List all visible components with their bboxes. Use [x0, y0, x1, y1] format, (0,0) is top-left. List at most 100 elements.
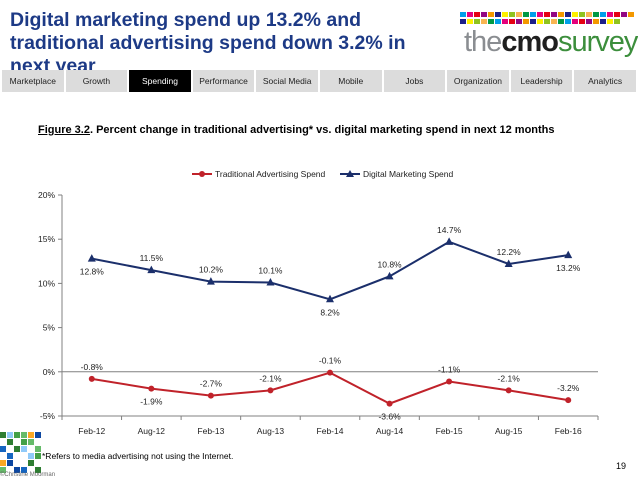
- tab-performance[interactable]: Performance: [192, 70, 255, 92]
- logo-grid-cell: [502, 12, 508, 17]
- mosaic-tile: [14, 467, 20, 473]
- logo-grid-cell: [614, 12, 620, 17]
- logo-grid-cell: [530, 18, 536, 24]
- x-tick-label: Feb-13: [197, 426, 224, 436]
- logo-grid-cell: [572, 18, 578, 24]
- logo-grid-cell: [523, 12, 529, 17]
- digital-point: [445, 237, 454, 245]
- logo-grid-cell: [495, 18, 501, 24]
- tab-leadership[interactable]: Leadership: [510, 70, 573, 92]
- legend-label: Digital Marketing Spend: [363, 169, 454, 179]
- y-tick-label: -5%: [40, 411, 56, 421]
- mosaic-tile: [35, 453, 41, 459]
- logo-grid-cell: [565, 18, 571, 24]
- x-tick-label: Aug-13: [257, 426, 285, 436]
- mosaic-tile: [35, 432, 41, 438]
- logo-grid-cell: [586, 12, 592, 17]
- logo-grid-cell: [621, 12, 627, 17]
- logo-grid-cell: [516, 18, 522, 24]
- tab-spending[interactable]: Spending: [129, 70, 191, 92]
- digital-point: [206, 277, 215, 285]
- traditional-data-label: -0.8%: [81, 362, 104, 372]
- x-tick-label: Aug-12: [138, 426, 166, 436]
- logo-grid-cell: [537, 18, 543, 24]
- mosaic-tile: [14, 453, 20, 459]
- digital-point: [87, 254, 96, 262]
- y-tick-label: 10%: [38, 278, 55, 288]
- mosaic-tile: [0, 467, 6, 473]
- mosaic-tile: [35, 446, 41, 452]
- digital-data-label: 12.2%: [497, 247, 522, 257]
- tab-organization[interactable]: Organization: [447, 70, 509, 92]
- cmo-survey-logo: thecmosurvey: [456, 12, 638, 58]
- x-tick-label: Feb-12: [78, 426, 105, 436]
- logo-grid-cell: [523, 18, 529, 24]
- logo-grid-cell: [558, 18, 564, 24]
- mosaic-tile: [28, 432, 34, 438]
- logo-grid-cell: [460, 18, 466, 24]
- traditional-point: [386, 400, 393, 407]
- digital-data-label: 14.7%: [437, 225, 462, 235]
- traditional-data-label: -1.9%: [140, 397, 163, 407]
- logo-grid-cell: [572, 12, 578, 17]
- logo-grid-cell: [544, 12, 550, 17]
- logo-grid-cell: [558, 12, 564, 17]
- digital-data-label: 10.8%: [378, 259, 403, 269]
- logo-cmo: cmo: [501, 26, 559, 58]
- mosaic-tile: [0, 446, 6, 452]
- mosaic-tile: [21, 460, 27, 466]
- mosaic-tile: [21, 439, 27, 445]
- logo-grid-cell: [565, 12, 571, 17]
- mosaic-tile: [7, 453, 13, 459]
- logo-grid-cell: [474, 12, 480, 17]
- logo-the: the: [464, 26, 502, 58]
- logo-color-grid: [460, 12, 634, 24]
- logo-grid-cell: [502, 18, 508, 24]
- mosaic-tile: [35, 467, 41, 473]
- logo-survey: survey: [557, 26, 638, 58]
- figure-caption: Figure 3.2. Percent change in traditiona…: [38, 124, 555, 136]
- traditional-point: [88, 375, 95, 382]
- logo-grid-cell: [516, 12, 522, 17]
- logo-grid-cell: [586, 18, 592, 24]
- y-tick-label: 0%: [43, 367, 56, 377]
- digital-data-label: 8.2%: [320, 307, 340, 317]
- tab-marketplace[interactable]: Marketplace: [2, 70, 64, 92]
- legend-marker-triangle: [346, 170, 354, 177]
- traditional-point: [565, 397, 572, 404]
- logo-grid-cell: [600, 18, 606, 24]
- mosaic-tile: [7, 460, 13, 466]
- x-tick-label: Aug-15: [495, 426, 523, 436]
- tab-analytics[interactable]: Analytics: [574, 70, 636, 92]
- tab-jobs[interactable]: Jobs: [383, 70, 446, 92]
- tab-social-media[interactable]: Social Media: [256, 70, 318, 92]
- logo-grid-cell: [481, 18, 487, 24]
- logo-grid-cell: [544, 18, 550, 24]
- x-tick-label: Feb-15: [436, 426, 463, 436]
- traditional-data-label: -3.6%: [378, 412, 401, 422]
- mosaic-tile: [7, 439, 13, 445]
- digital-data-label: 13.2%: [556, 263, 581, 273]
- tab-growth[interactable]: Growth: [65, 70, 128, 92]
- y-tick-label: 5%: [43, 323, 56, 333]
- logo-grid-cell: [600, 12, 606, 17]
- figure-label: Figure 3.2: [38, 124, 90, 136]
- logo-grid-cell: [607, 12, 613, 17]
- logo-grid-cell: [467, 18, 473, 24]
- tab-mobile[interactable]: Mobile: [319, 70, 382, 92]
- mosaic-tile: [0, 460, 6, 466]
- x-tick-label: Aug-14: [376, 426, 404, 436]
- mosaic-tile: [14, 446, 20, 452]
- logo-grid-cell: [607, 18, 613, 24]
- y-tick-label: 20%: [38, 190, 55, 200]
- traditional-point: [267, 387, 274, 394]
- logo-grid-cell: [495, 12, 501, 17]
- traditional-point: [446, 378, 453, 385]
- mosaic-tile: [21, 432, 27, 438]
- logo-wordmark: thecmosurvey: [464, 26, 638, 58]
- digital-point: [266, 278, 275, 286]
- digital-point: [326, 294, 334, 303]
- mosaic-tile: [28, 460, 34, 466]
- logo-grid-cell: [551, 12, 557, 17]
- logo-grid-cell: [551, 18, 557, 24]
